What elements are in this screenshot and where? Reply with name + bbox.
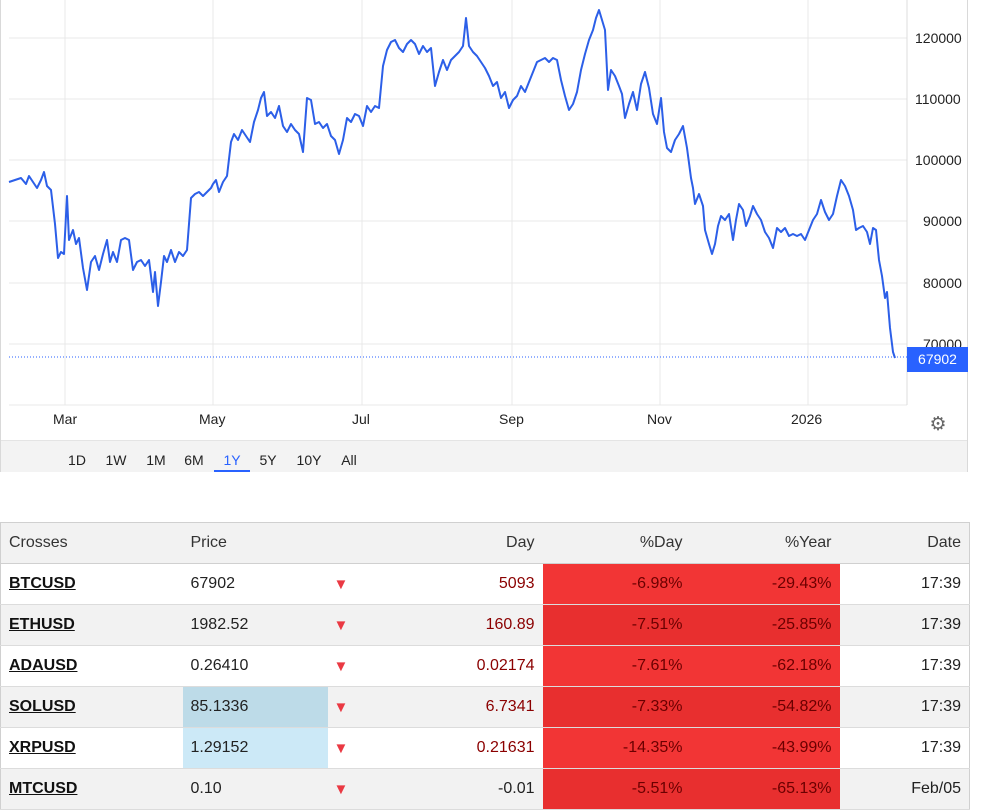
y-axis-label: 80000	[923, 275, 962, 291]
day-change-cell: 160.89	[372, 604, 543, 646]
x-axis-labels: Mar May Jul Sep Nov 2026	[1, 411, 907, 431]
price-chart[interactable]	[1, 0, 969, 440]
header-date[interactable]: Date	[839, 522, 970, 564]
down-arrow-icon: ▼	[327, 686, 373, 728]
gear-icon[interactable]: ⚙	[929, 414, 947, 435]
pct-day-cell: -5.51%	[542, 768, 691, 810]
pct-year-cell: -62.18%	[690, 645, 840, 687]
y-axis-labels: 120000 110000 100000 90000 80000 70000	[913, 0, 969, 405]
x-axis-label: 2026	[791, 411, 823, 427]
date-cell: 17:39	[839, 727, 970, 769]
current-price-tag: 67902	[907, 347, 968, 372]
range-1y-button[interactable]: 1Y	[214, 441, 250, 472]
range-1d-button[interactable]: 1D	[68, 452, 86, 468]
price-cell: 1982.52	[182, 604, 328, 646]
date-cell: 17:39	[839, 686, 970, 728]
symbol-link[interactable]: BTCUSD	[9, 575, 76, 592]
header-pct-year[interactable]: %Year	[690, 522, 840, 564]
y-axis-label: 110000	[915, 91, 961, 107]
y-axis-label: 100000	[915, 152, 962, 168]
pct-day-cell: -7.61%	[542, 645, 691, 687]
x-axis-label: Jul	[352, 411, 370, 427]
table-row: ETHUSD 1982.52 ▼ 160.89 -7.51% -25.85% 1…	[0, 604, 970, 646]
table-header-row: Crosses Price Day %Day %Year Date	[0, 522, 970, 564]
day-change-cell: -0.01	[372, 768, 543, 810]
price-cell: 0.26410	[182, 645, 328, 687]
day-change-cell: 5093	[372, 563, 543, 605]
pct-day-cell: -6.98%	[542, 563, 691, 605]
day-change-cell: 6.7341	[372, 686, 543, 728]
date-cell: 17:39	[839, 604, 970, 646]
pct-day-cell: -14.35%	[542, 727, 691, 769]
range-10y-button[interactable]: 10Y	[296, 452, 322, 468]
range-5y-button[interactable]: 5Y	[259, 452, 277, 468]
range-1w-button[interactable]: 1W	[105, 452, 127, 468]
price-chart-panel: Mar May Jul Sep Nov 2026 120000 110000 1…	[0, 0, 968, 472]
price-cell: 1.29152	[182, 727, 328, 769]
price-line	[8, 9, 896, 359]
symbol-link[interactable]: SOLUSD	[9, 698, 76, 715]
date-cell: 17:39	[839, 563, 970, 605]
y-axis-label: 120000	[915, 30, 962, 46]
header-spacer	[327, 522, 373, 564]
range-selector: 1D 1W 1M 6M 1Y 5Y 10Y All	[1, 440, 967, 472]
pct-year-cell: -54.82%	[690, 686, 840, 728]
header-crosses[interactable]: Crosses	[0, 522, 183, 564]
down-arrow-icon: ▼	[327, 604, 373, 646]
table-row: SOLUSD 85.1336 ▼ 6.7341 -7.33% -54.82% 1…	[0, 686, 970, 728]
table-row: MTCUSD 0.10 ▼ -0.01 -5.51% -65.13% Feb/0…	[0, 768, 970, 810]
range-6m-button[interactable]: 6M	[184, 452, 204, 468]
down-arrow-icon: ▼	[327, 563, 373, 605]
symbol-link[interactable]: ETHUSD	[9, 616, 75, 633]
date-cell: 17:39	[839, 645, 970, 687]
header-day[interactable]: Day	[372, 522, 543, 564]
price-cell: 0.10	[182, 768, 328, 810]
x-axis-label: Nov	[647, 411, 672, 427]
pct-day-cell: -7.33%	[542, 686, 691, 728]
chart-grid	[9, 0, 907, 406]
down-arrow-icon: ▼	[327, 645, 373, 687]
y-axis-label: 90000	[923, 213, 962, 229]
pct-year-cell: -25.85%	[690, 604, 840, 646]
table-row: XRPUSD 1.29152 ▼ 0.21631 -14.35% -43.99%…	[0, 727, 970, 769]
header-pct-day[interactable]: %Day	[542, 522, 691, 564]
price-cell: 85.1336	[182, 686, 328, 728]
pct-year-cell: -29.43%	[690, 563, 840, 605]
price-cell: 67902	[182, 563, 328, 605]
symbol-link[interactable]: XRPUSD	[9, 739, 76, 756]
down-arrow-icon: ▼	[327, 768, 373, 810]
table-row: ADAUSD 0.26410 ▼ 0.02174 -7.61% -62.18% …	[0, 645, 970, 687]
down-arrow-icon: ▼	[327, 727, 373, 769]
table-row: BTCUSD 67902 ▼ 5093 -6.98% -29.43% 17:39	[0, 563, 970, 605]
crosses-table: Crosses Price Day %Day %Year Date BTCUSD…	[0, 522, 970, 810]
day-change-cell: 0.02174	[372, 645, 543, 687]
symbol-link[interactable]: ADAUSD	[9, 657, 78, 674]
range-all-button[interactable]: All	[341, 452, 357, 468]
pct-year-cell: -43.99%	[690, 727, 840, 769]
x-axis-label: Sep	[499, 411, 524, 427]
date-cell: Feb/05	[839, 768, 970, 810]
symbol-link[interactable]: MTCUSD	[9, 780, 78, 797]
x-axis-label: Mar	[53, 411, 78, 427]
range-1m-button[interactable]: 1M	[146, 452, 166, 468]
header-price[interactable]: Price	[182, 522, 328, 564]
day-change-cell: 0.21631	[372, 727, 543, 769]
pct-year-cell: -65.13%	[690, 768, 840, 810]
pct-day-cell: -7.51%	[542, 604, 691, 646]
x-axis-label: May	[199, 411, 226, 427]
